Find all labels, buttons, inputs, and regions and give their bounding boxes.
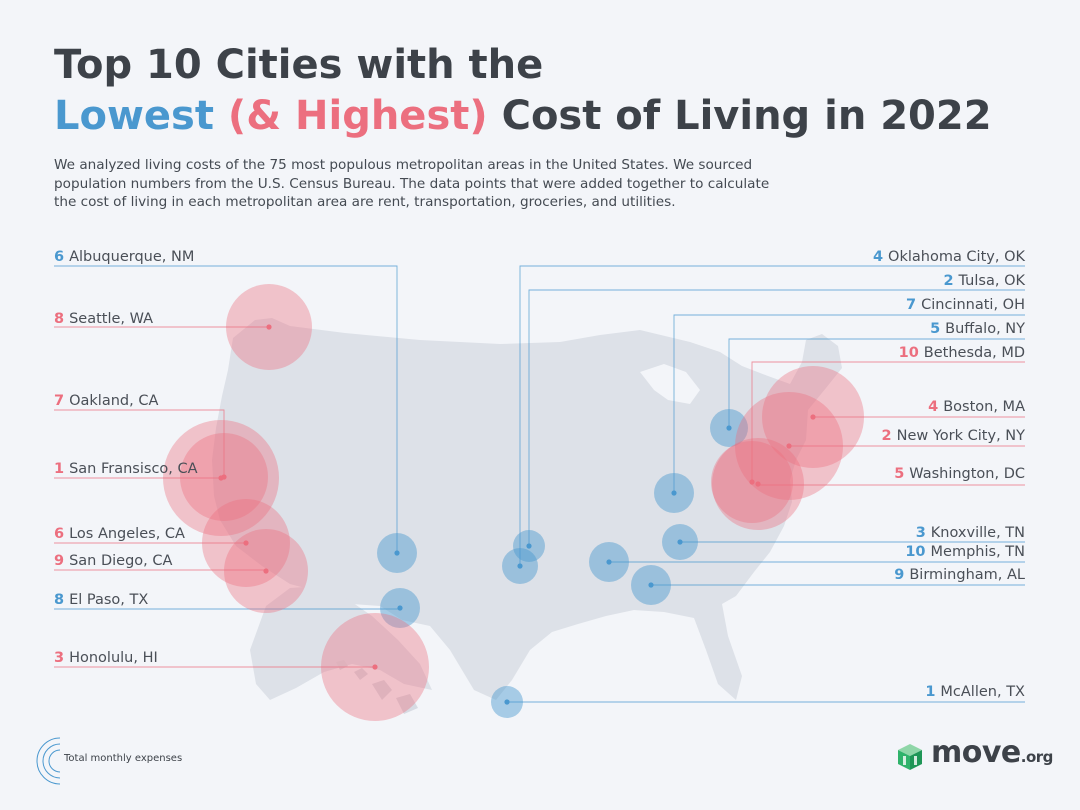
dot-knoxville-tn bbox=[677, 539, 683, 545]
label-mcallen: 1 McAllen, TX bbox=[925, 684, 1025, 700]
label-buffalo: 5 Buffalo, NY bbox=[930, 321, 1025, 337]
label-boston: 4 Boston, MA bbox=[928, 399, 1025, 415]
dot-el-paso-tx bbox=[397, 605, 403, 611]
label-new-york-city: 2 New York City, NY bbox=[881, 428, 1025, 444]
title-highest: (& Highest) bbox=[227, 93, 488, 139]
dot-birmingham-al bbox=[648, 582, 654, 588]
label-albuquerque: 6 Albuquerque, NM bbox=[54, 249, 195, 265]
city-dots bbox=[218, 324, 816, 705]
dot-san-fransisco-ca bbox=[218, 475, 224, 481]
page-title: Top 10 Cities with the Lowest (& Highest… bbox=[54, 40, 992, 142]
dot-new-york-city-ny bbox=[786, 443, 792, 449]
dot-tulsa-ok bbox=[526, 543, 532, 549]
label-birmingham: 9 Birmingham, AL bbox=[894, 567, 1025, 583]
dot-albuquerque-nm bbox=[394, 550, 400, 556]
leader-line-oakland-ca bbox=[54, 409, 225, 477]
label-knoxville: 3 Knoxville, TN bbox=[915, 525, 1025, 541]
leader-line-buffalo-ny bbox=[728, 338, 1025, 428]
dot-cincinnati-oh bbox=[671, 490, 677, 496]
label-tulsa: 2 Tulsa, OK bbox=[943, 273, 1025, 289]
brand-name: move.org bbox=[931, 735, 1053, 770]
dot-boston-ma bbox=[810, 414, 816, 420]
label-washington: 5 Washington, DC bbox=[894, 466, 1025, 482]
move-logo-icon bbox=[898, 744, 922, 770]
leader-line-bethesda-md bbox=[751, 361, 1025, 482]
dot-honolulu-hi bbox=[372, 664, 378, 670]
alaska-shape bbox=[250, 586, 432, 700]
dot-los-angeles-ca bbox=[243, 540, 249, 546]
label-memphis: 10 Memphis, TN bbox=[905, 544, 1025, 560]
label-san-diego: 9 San Diego, CA bbox=[54, 553, 173, 569]
dot-oklahoma-city-ok bbox=[517, 563, 523, 569]
label-oklahoma-city: 4 Oklahoma City, OK bbox=[872, 249, 1025, 265]
dot-buffalo-ny bbox=[726, 425, 732, 431]
great-lakes-shape bbox=[640, 364, 700, 404]
us-mainland-shape bbox=[212, 318, 842, 700]
leader-line-cincinnati-oh bbox=[673, 314, 1025, 493]
intro-text: We analyzed living costs of the 75 most … bbox=[54, 157, 770, 210]
label-san-fransisco: 1 San Fransisco, CA bbox=[54, 461, 198, 477]
dot-san-diego-ca bbox=[263, 568, 269, 574]
dot-washington-dc bbox=[755, 481, 761, 487]
dot-memphis-tn bbox=[606, 559, 612, 565]
hawaii-shape bbox=[336, 660, 418, 714]
label-seattle: 8 Seattle, WA bbox=[54, 311, 154, 327]
title-line-1: Top 10 Cities with the bbox=[54, 42, 544, 88]
leader-line-oklahoma-city-ok bbox=[519, 265, 1025, 566]
label-los-angeles: 6 Los Angeles, CA bbox=[54, 526, 185, 542]
label-honolulu: 3 Honolulu, HI bbox=[54, 650, 158, 666]
label-oakland: 7 Oakland, CA bbox=[54, 393, 159, 409]
dot-mcallen-tx bbox=[504, 699, 510, 705]
title-rest: Cost of Living in 2022 bbox=[501, 93, 992, 139]
dot-seattle-wa bbox=[266, 324, 272, 330]
legend-label: Total monthly expenses bbox=[64, 753, 183, 764]
leader-lines bbox=[54, 265, 1025, 703]
concentric-circles-icon bbox=[36, 737, 61, 785]
leader-line-tulsa-ok bbox=[528, 289, 1025, 546]
dot-bethesda-md bbox=[749, 479, 755, 485]
label-cincinnati: 7 Cincinnati, OH bbox=[906, 297, 1025, 313]
label-bethesda: 10 Bethesda, MD bbox=[898, 345, 1025, 361]
title-lowest: Lowest bbox=[54, 93, 214, 139]
leader-line-albuquerque-nm bbox=[54, 265, 398, 553]
label-el-paso: 8 El Paso, TX bbox=[54, 592, 149, 608]
